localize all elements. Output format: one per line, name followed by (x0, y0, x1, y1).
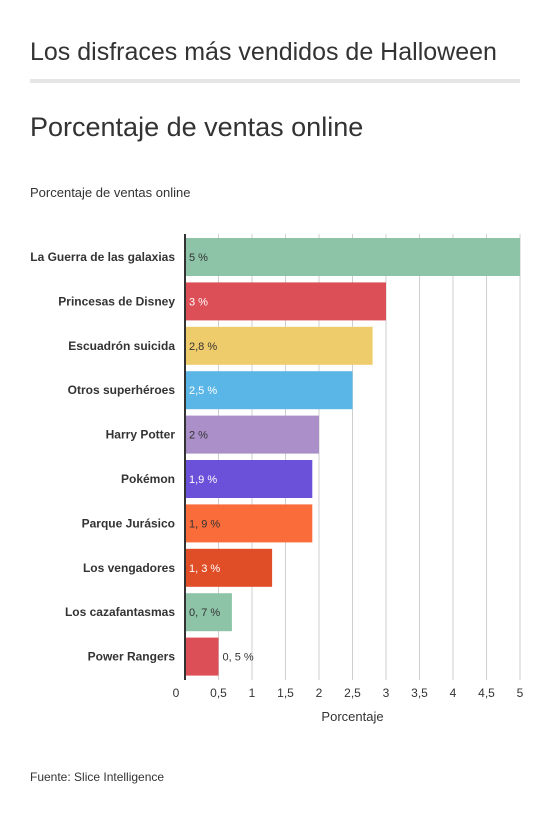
data-label: 2,5 % (189, 385, 217, 397)
bar (185, 504, 313, 543)
tick-label: 0,5 (210, 686, 227, 700)
data-label: 0, 5 % (223, 652, 254, 664)
data-label: 2 % (189, 430, 208, 442)
data-label: 5 % (189, 252, 208, 264)
category-label: La Guerra de las galaxias (30, 250, 175, 264)
category-label: Harry Potter (106, 428, 176, 442)
bar (185, 593, 232, 632)
data-label: 3 % (189, 296, 208, 308)
category-label: Pokémon (121, 472, 175, 486)
tick-label: 1,5 (277, 686, 294, 700)
tick-label: 4,5 (478, 686, 495, 700)
chart-caption: Porcentaje de ventas online (30, 185, 191, 200)
category-label: Los cazafantasmas (65, 605, 175, 619)
tick-label: 1 (249, 686, 256, 700)
category-label: Otros superhéroes (68, 383, 176, 397)
category-label: Parque Jurásico (82, 516, 175, 530)
headline: Los disfraces más vendidos de Halloween (30, 38, 497, 66)
data-label: 1,9 % (189, 474, 217, 486)
data-label: 1, 3 % (189, 563, 220, 575)
category-label: Power Rangers (88, 650, 176, 664)
tick-label: 5 (517, 686, 524, 700)
bar (185, 637, 219, 676)
bars (185, 238, 520, 676)
bar (185, 548, 273, 587)
category-label: Los vengadores (83, 561, 175, 575)
tick-label: 3 (383, 686, 390, 700)
subhead: Porcentaje de ventas online (30, 112, 364, 142)
bar (185, 460, 313, 498)
tick-label: 2,5 (344, 686, 361, 700)
category-label: Princesas de Disney (58, 294, 175, 308)
bar (185, 371, 353, 410)
data-label: 0, 7 % (189, 607, 220, 619)
bar (185, 415, 319, 454)
bar (185, 326, 373, 365)
bar (185, 282, 386, 321)
bar (185, 238, 520, 276)
category-labels: La Guerra de las galaxias Princesas de Di… (30, 250, 175, 664)
divider (30, 79, 520, 83)
x-axis-label: Porcentaje (321, 709, 383, 724)
tick-label: 2 (316, 686, 323, 700)
data-label: 1, 9 % (189, 518, 220, 530)
tick-label: 3,5 (411, 686, 428, 700)
tick-label: 4 (450, 686, 457, 700)
x-tick-labels: 0 0,5 1 1,5 2 2,5 3 3,5 4 4,5 5 (173, 686, 524, 700)
source-note: Fuente: Slice Intelligence (30, 770, 165, 784)
tick-label: 0 (173, 686, 180, 700)
value-labels: 5 % 3 % 2,8 % 2,5 % 2 % 1,9 % 1, 9 % 1, 3 % 0, 7… (189, 252, 254, 664)
data-label: 2,8 % (189, 341, 217, 353)
category-label: Escuadrón suicida (68, 339, 175, 353)
